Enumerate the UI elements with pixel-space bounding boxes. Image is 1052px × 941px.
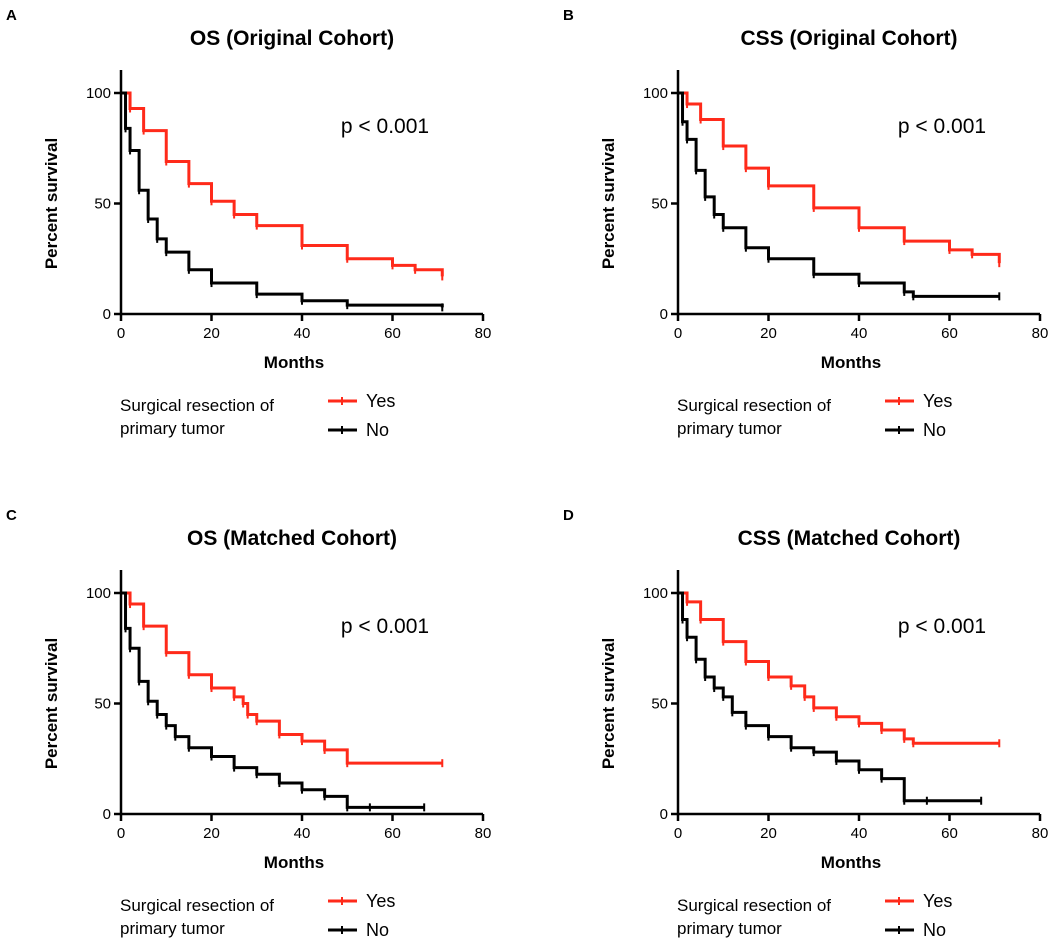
y-tick-label: 0 bbox=[103, 806, 111, 823]
y-axis-label: Percent survival bbox=[42, 138, 61, 269]
y-tick-label: 50 bbox=[651, 196, 668, 213]
x-tick-label: 0 bbox=[117, 825, 125, 842]
legend-label-yes: Yes bbox=[923, 891, 952, 911]
x-axis-label: Months bbox=[264, 353, 324, 372]
legend-title-line1: Surgical resection of bbox=[120, 896, 274, 915]
panel-letter: C bbox=[6, 507, 17, 524]
x-tick-label: 80 bbox=[475, 325, 492, 342]
y-tick-label: 100 bbox=[86, 85, 111, 102]
y-tick-label: 50 bbox=[94, 196, 111, 213]
x-axis-label: Months bbox=[821, 353, 881, 372]
legend-label-no: No bbox=[923, 920, 946, 940]
panel-b: B CSS (Original Cohort) 0 20 40 60 80 0 50 100 Mon… bbox=[563, 7, 1048, 440]
legend-title-line1: Surgical resection of bbox=[677, 396, 831, 415]
p-value: p < 0.001 bbox=[341, 115, 429, 138]
x-tick-label: 60 bbox=[941, 825, 958, 842]
panel-letter: D bbox=[563, 507, 574, 524]
panel-d: D CSS (Matched Cohort) 0 20 40 60 80 0 50 100 Mont… bbox=[563, 507, 1048, 940]
x-tick-label: 80 bbox=[1032, 325, 1049, 342]
x-axis-label: Months bbox=[821, 853, 881, 872]
x-tick-label: 40 bbox=[851, 325, 868, 342]
legend-title-line1: Surgical resection of bbox=[120, 396, 274, 415]
panel-c: C OS (Matched Cohort) 0 20 40 60 80 0 50 100 Month… bbox=[6, 507, 491, 940]
x-tick-label: 40 bbox=[294, 325, 311, 342]
y-tick-label: 50 bbox=[651, 696, 668, 713]
legend-label-no: No bbox=[923, 420, 946, 440]
p-value: p < 0.001 bbox=[898, 615, 986, 638]
x-tick-label: 20 bbox=[760, 825, 777, 842]
y-tick-label: 100 bbox=[643, 85, 668, 102]
panel-letter: A bbox=[6, 7, 17, 24]
legend-label-yes: Yes bbox=[923, 391, 952, 411]
y-tick-label: 0 bbox=[103, 306, 111, 323]
series-yes-line bbox=[678, 591, 1000, 745]
legend-title-line2: primary tumor bbox=[677, 419, 782, 438]
y-tick-label: 100 bbox=[643, 585, 668, 602]
x-tick-label: 0 bbox=[674, 325, 682, 342]
legend-label-no: No bbox=[366, 920, 389, 940]
p-value: p < 0.001 bbox=[341, 615, 429, 638]
x-tick-label: 60 bbox=[941, 325, 958, 342]
legend-label-no: No bbox=[366, 420, 389, 440]
x-tick-label: 0 bbox=[674, 825, 682, 842]
y-axis-label: Percent survival bbox=[599, 138, 618, 269]
chart-title: CSS (Original Cohort) bbox=[741, 27, 958, 50]
x-tick-label: 20 bbox=[203, 325, 220, 342]
x-tick-label: 0 bbox=[117, 325, 125, 342]
x-tick-label: 40 bbox=[294, 825, 311, 842]
x-tick-label: 80 bbox=[475, 825, 492, 842]
p-value: p < 0.001 bbox=[898, 115, 986, 138]
x-axis-label: Months bbox=[264, 853, 324, 872]
legend-label-yes: Yes bbox=[366, 391, 395, 411]
x-tick-label: 40 bbox=[851, 825, 868, 842]
y-tick-label: 50 bbox=[94, 696, 111, 713]
chart-title: CSS (Matched Cohort) bbox=[738, 527, 961, 550]
y-axis-label: Percent survival bbox=[42, 638, 61, 769]
x-tick-label: 20 bbox=[203, 825, 220, 842]
x-tick-label: 60 bbox=[384, 325, 401, 342]
chart-title: OS (Original Cohort) bbox=[190, 27, 394, 50]
series-yes-line bbox=[678, 91, 1001, 264]
legend-title-line2: primary tumor bbox=[120, 419, 225, 438]
y-tick-label: 0 bbox=[660, 806, 668, 823]
panel-letter: B bbox=[563, 7, 574, 24]
y-tick-label: 0 bbox=[660, 306, 668, 323]
panel-a: A OS (Original Cohort) 0 20 40 60 80 0 50 100 Mont… bbox=[6, 7, 491, 440]
y-axis-label: Percent survival bbox=[599, 638, 618, 769]
x-tick-label: 20 bbox=[760, 325, 777, 342]
legend-label-yes: Yes bbox=[366, 891, 395, 911]
legend-title-line2: primary tumor bbox=[677, 919, 782, 938]
y-tick-label: 100 bbox=[86, 585, 111, 602]
x-tick-label: 60 bbox=[384, 825, 401, 842]
x-tick-label: 80 bbox=[1032, 825, 1049, 842]
chart-title: OS (Matched Cohort) bbox=[187, 527, 397, 550]
series-no-line bbox=[678, 91, 1000, 298]
legend-title-line2: primary tumor bbox=[120, 919, 225, 938]
legend-title-line1: Surgical resection of bbox=[677, 896, 831, 915]
